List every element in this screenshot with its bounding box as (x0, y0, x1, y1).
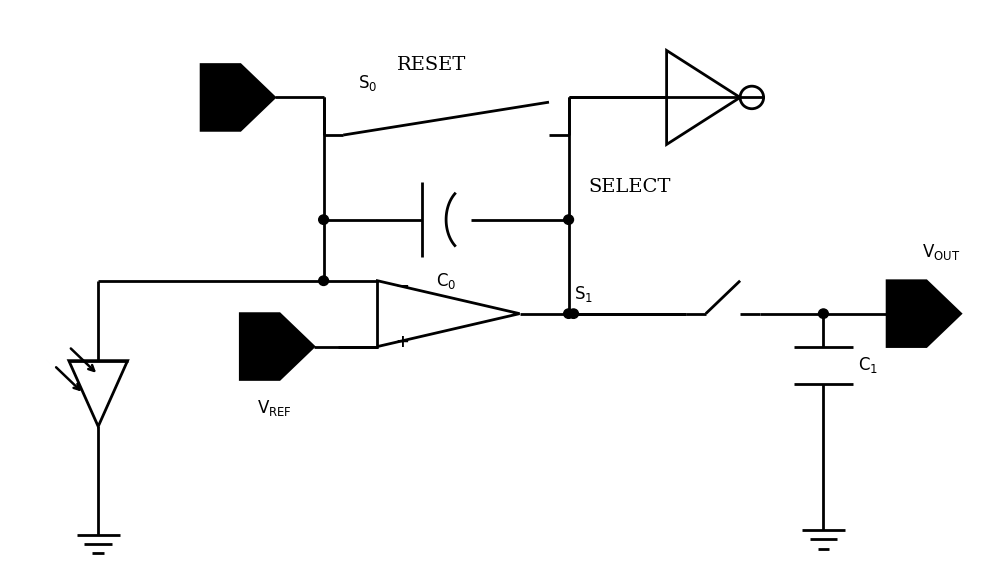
Text: SELECT: SELECT (588, 178, 671, 196)
Text: $\mathrm{V_{REF}}$: $\mathrm{V_{REF}}$ (257, 398, 292, 418)
Text: +: + (395, 333, 409, 351)
Text: $\mathrm{V_{OUT}}$: $\mathrm{V_{OUT}}$ (922, 242, 960, 262)
Circle shape (564, 215, 574, 225)
Circle shape (569, 309, 578, 318)
Text: −: − (395, 277, 409, 294)
Polygon shape (887, 281, 961, 346)
Circle shape (319, 276, 328, 285)
Circle shape (319, 215, 328, 225)
Polygon shape (201, 64, 275, 130)
Text: $\mathrm{S_0}$: $\mathrm{S_0}$ (358, 73, 377, 93)
Polygon shape (240, 314, 314, 380)
Circle shape (564, 309, 574, 318)
Text: $\mathrm{S_1}$: $\mathrm{S_1}$ (574, 284, 593, 304)
Text: $\mathrm{C_1}$: $\mathrm{C_1}$ (858, 355, 878, 376)
Circle shape (818, 309, 828, 318)
Text: $\mathrm{C_0}$: $\mathrm{C_0}$ (436, 271, 456, 291)
Text: RESET: RESET (397, 56, 466, 74)
